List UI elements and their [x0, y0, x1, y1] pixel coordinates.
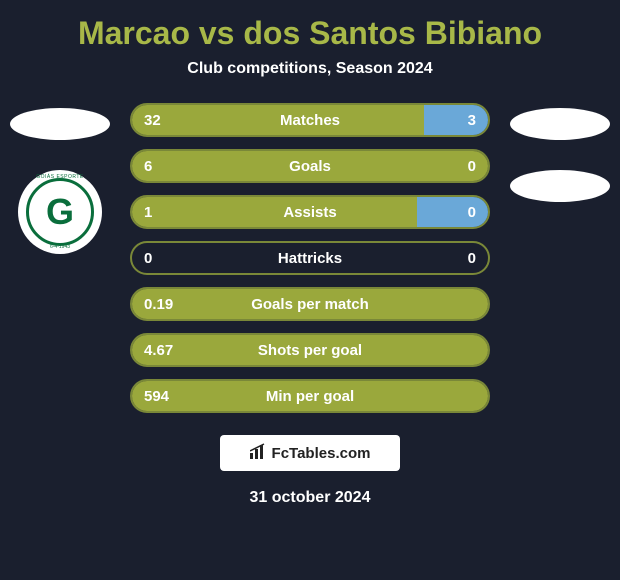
stat-row: 1 0 Assists: [130, 195, 490, 229]
stat-row: 4.67 Shots per goal: [130, 333, 490, 367]
stat-value-right: 3: [468, 112, 476, 129]
stat-value-left: 0.19: [144, 296, 173, 313]
stat-row: 594 Min per goal: [130, 379, 490, 413]
stat-label: Assists: [283, 204, 336, 221]
subtitle: Club competitions, Season 2024: [0, 60, 620, 78]
stat-value-left: 0: [144, 250, 152, 267]
brand-badge[interactable]: FcTables.com: [220, 435, 400, 471]
stat-label: Goals per match: [251, 296, 369, 313]
stat-label: Matches: [280, 112, 340, 129]
left-column: GOIÁS ESPORTE G 6-4-1943: [5, 103, 115, 254]
stat-row: 0 0 Hattricks: [130, 241, 490, 275]
club-logo-letter: G: [46, 191, 74, 233]
brand-text: FcTables.com: [272, 445, 371, 462]
stat-value-left: 32: [144, 112, 161, 129]
stat-fill-left: [132, 105, 424, 135]
stat-label: Goals: [289, 158, 331, 175]
stat-value-right: 0: [468, 204, 476, 221]
stat-value-left: 6: [144, 158, 152, 175]
root: Marcao vs dos Santos Bibiano Club compet…: [0, 0, 620, 580]
stat-value-left: 4.67: [144, 342, 173, 359]
stat-value-left: 594: [144, 388, 169, 405]
stat-label: Hattricks: [278, 250, 342, 267]
club-right-placeholder: [510, 170, 610, 202]
page-title: Marcao vs dos Santos Bibiano: [0, 15, 620, 52]
main-row: GOIÁS ESPORTE G 6-4-1943 32 3 Matches 6 0 Goa…: [0, 103, 620, 413]
stat-value-right: 0: [468, 250, 476, 267]
stat-fill-right: [417, 197, 488, 227]
stat-label: Shots per goal: [258, 342, 362, 359]
stat-fill-left: [132, 197, 417, 227]
stat-value-right: 0: [468, 158, 476, 175]
stat-row: 32 3 Matches: [130, 103, 490, 137]
stat-row: 6 0 Goals: [130, 149, 490, 183]
club-logo-inner: G: [26, 178, 94, 246]
stat-row: 0.19 Goals per match: [130, 287, 490, 321]
date-label: 31 october 2024: [0, 489, 620, 507]
right-column: [505, 103, 615, 202]
stat-value-left: 1: [144, 204, 152, 221]
player-left-placeholder: [10, 108, 110, 140]
club-logo-bot-text: 6-4-1943: [50, 244, 70, 250]
club-logo-left: GOIÁS ESPORTE G 6-4-1943: [18, 170, 102, 254]
chart-icon: [250, 443, 268, 463]
stat-fill-right: [424, 105, 488, 135]
stat-label: Min per goal: [266, 388, 354, 405]
stats-column: 32 3 Matches 6 0 Goals 1 0 Assists 0 0 Hattricks 0.1…: [130, 103, 490, 413]
player-right-placeholder: [510, 108, 610, 140]
